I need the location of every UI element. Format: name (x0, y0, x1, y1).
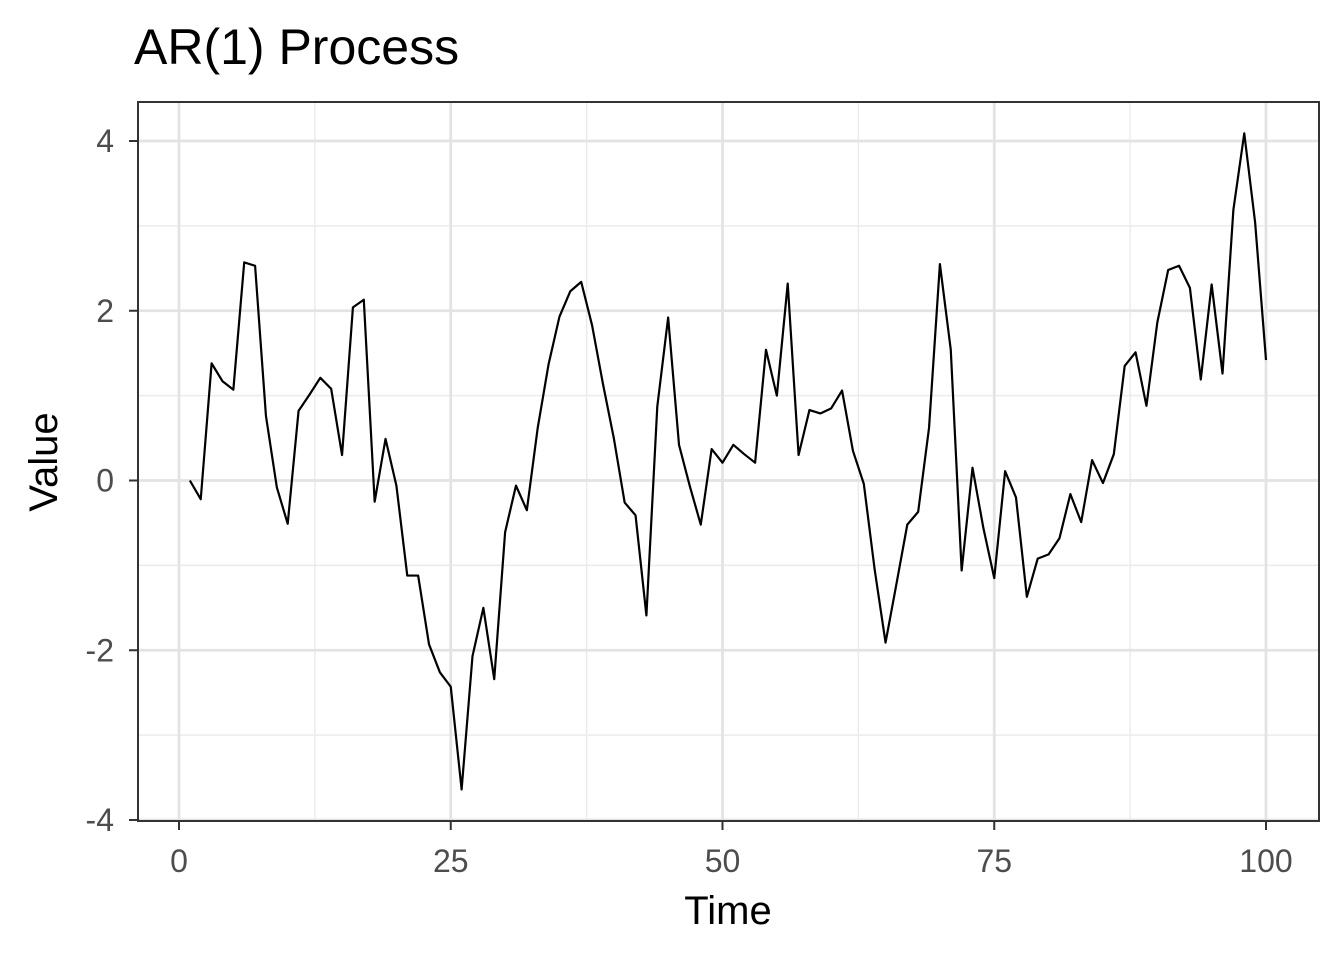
chart-title: AR(1) Process (134, 19, 459, 75)
x-tick-label: 0 (170, 843, 188, 879)
x-tick-label: 50 (705, 843, 741, 879)
x-tick-label: 75 (976, 843, 1012, 879)
y-axis-title: Value (22, 412, 66, 511)
x-tick-label: 25 (433, 843, 469, 879)
minor-gridlines (138, 102, 1319, 821)
y-tick-label: -4 (86, 802, 114, 838)
y-tick-label: 4 (96, 123, 114, 159)
x-axis-ticks: 0 25 50 75 100 (170, 821, 1293, 879)
plot-panel (138, 102, 1319, 821)
ar1-series-line (188, 132, 1268, 791)
y-tick-label: 2 (96, 293, 114, 329)
plot-panel-border (137, 101, 1320, 822)
y-tick-label: -2 (86, 632, 114, 668)
y-tick-label: 0 (96, 463, 114, 499)
x-axis-title: Time (684, 889, 771, 933)
x-tick-label: 100 (1239, 843, 1292, 879)
y-axis-ticks: -4 -2 0 2 4 (86, 123, 138, 838)
